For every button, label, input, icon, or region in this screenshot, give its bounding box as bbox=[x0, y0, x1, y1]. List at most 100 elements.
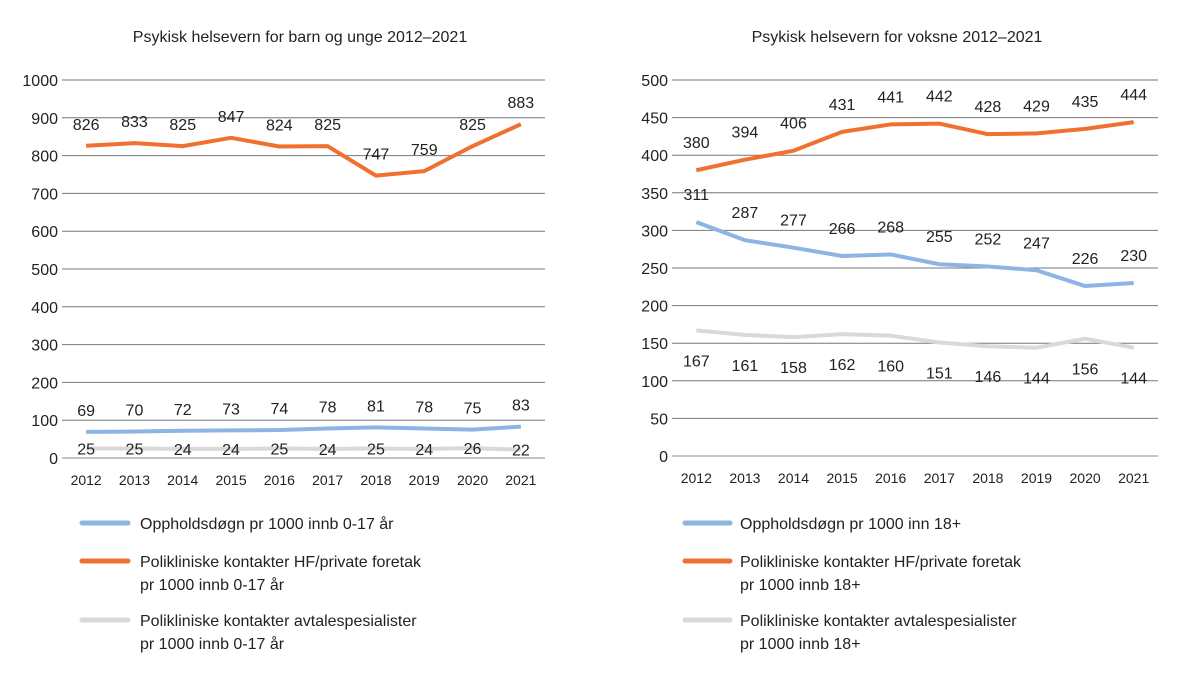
data-label: 75 bbox=[464, 401, 482, 418]
data-label: 25 bbox=[126, 442, 144, 459]
legend-label: Polikliniske kontakter avtalespesialiste… bbox=[740, 613, 1017, 630]
x-tick-label: 2017 bbox=[312, 472, 343, 488]
x-tick-label: 2015 bbox=[215, 472, 246, 488]
y-tick-label: 400 bbox=[31, 300, 58, 317]
data-label: 833 bbox=[121, 114, 148, 131]
data-label: 429 bbox=[1023, 98, 1050, 115]
data-label: 25 bbox=[367, 442, 385, 459]
data-label: 428 bbox=[975, 99, 1002, 116]
data-label: 158 bbox=[780, 360, 807, 377]
data-label: 435 bbox=[1072, 94, 1099, 111]
data-label: 26 bbox=[464, 441, 482, 458]
data-label: 431 bbox=[829, 97, 856, 114]
y-tick-label: 200 bbox=[31, 375, 58, 392]
y-tick-label: 100 bbox=[641, 374, 668, 391]
x-tick-label: 2015 bbox=[827, 470, 858, 486]
y-tick-label: 400 bbox=[641, 148, 668, 165]
y-tick-label: 600 bbox=[31, 224, 58, 241]
data-label: 759 bbox=[411, 142, 438, 159]
y-tick-label: 50 bbox=[650, 411, 668, 428]
y-tick-label: 0 bbox=[49, 451, 58, 468]
data-label: 162 bbox=[829, 357, 856, 374]
series-line bbox=[695, 120, 1134, 173]
data-label: 883 bbox=[507, 95, 534, 112]
legend-label: Oppholdsdøgn pr 1000 innb 0-17 år bbox=[140, 515, 394, 533]
data-label: 825 bbox=[314, 117, 341, 134]
x-tick-label: 2021 bbox=[1118, 470, 1149, 486]
data-label: 69 bbox=[77, 403, 95, 420]
x-tick-label: 2020 bbox=[1070, 470, 1101, 486]
data-label: 70 bbox=[126, 403, 144, 420]
data-label: 287 bbox=[732, 205, 759, 222]
series-line bbox=[695, 220, 1134, 289]
data-label: 22 bbox=[512, 443, 530, 460]
y-tick-label: 500 bbox=[641, 73, 668, 90]
legend-label: pr 1000 innb 18+ bbox=[740, 636, 861, 653]
x-tick-label: 2017 bbox=[924, 470, 955, 486]
data-label: 25 bbox=[77, 442, 95, 459]
data-label: 78 bbox=[415, 400, 433, 417]
data-label: 24 bbox=[222, 442, 240, 459]
data-label: 144 bbox=[1120, 371, 1147, 388]
x-tick-label: 2019 bbox=[1021, 470, 1052, 486]
chart-1: Psykisk helsevern for voksne 2012–2021 0 5… bbox=[641, 29, 1158, 653]
y-tick-label: 100 bbox=[31, 413, 58, 430]
chart-0: Psykisk helsevern for barn og unge 2012–… bbox=[22, 29, 545, 653]
x-tick-label: 2018 bbox=[360, 472, 391, 488]
data-label: 83 bbox=[512, 398, 530, 415]
x-tick-label: 2013 bbox=[119, 472, 150, 488]
legend-label: pr 1000 innb 18+ bbox=[740, 577, 861, 594]
data-label: 230 bbox=[1120, 248, 1147, 265]
y-tick-label: 900 bbox=[31, 111, 58, 128]
y-tick-label: 300 bbox=[641, 223, 668, 240]
y-tick-label: 350 bbox=[641, 186, 668, 203]
data-label: 380 bbox=[683, 135, 710, 152]
x-tick-label: 2021 bbox=[505, 472, 536, 488]
x-tick-label: 2012 bbox=[71, 472, 102, 488]
data-label: 268 bbox=[877, 219, 904, 236]
x-tick-label: 2016 bbox=[264, 472, 295, 488]
legend-label: Polikliniske kontakter HF/private foreta… bbox=[740, 554, 1022, 571]
data-label: 266 bbox=[829, 221, 856, 238]
x-tick-label: 2019 bbox=[409, 472, 440, 488]
data-label: 825 bbox=[169, 117, 196, 134]
legend-label: Polikliniske kontakter avtalespesialiste… bbox=[140, 613, 417, 630]
chart-title: Psykisk helsevern for voksne 2012–2021 bbox=[752, 29, 1043, 46]
data-label: 74 bbox=[270, 401, 288, 418]
y-tick-label: 450 bbox=[641, 111, 668, 128]
data-label: 226 bbox=[1072, 251, 1099, 268]
data-label: 78 bbox=[319, 400, 337, 417]
data-label: 252 bbox=[975, 231, 1002, 248]
data-label: 442 bbox=[926, 89, 953, 106]
data-label: 25 bbox=[270, 442, 288, 459]
y-tick-label: 800 bbox=[31, 149, 58, 166]
y-tick-label: 500 bbox=[31, 262, 58, 279]
legend-label: pr 1000 innb 0-17 år bbox=[140, 635, 285, 653]
data-label: 824 bbox=[266, 118, 293, 135]
legend-label: Oppholdsdøgn pr 1000 inn 18+ bbox=[740, 516, 961, 533]
data-label: 24 bbox=[319, 442, 337, 459]
data-label: 394 bbox=[732, 125, 759, 142]
x-tick-label: 2020 bbox=[457, 472, 488, 488]
data-label: 72 bbox=[174, 402, 192, 419]
data-label: 151 bbox=[926, 365, 953, 382]
data-label: 24 bbox=[415, 442, 433, 459]
data-label: 156 bbox=[1072, 362, 1099, 379]
data-label: 311 bbox=[684, 187, 710, 204]
legend-label: pr 1000 innb 0-17 år bbox=[140, 576, 285, 594]
series-line bbox=[86, 122, 522, 178]
data-label: 825 bbox=[459, 117, 486, 134]
data-label: 146 bbox=[975, 369, 1002, 386]
data-label: 144 bbox=[1023, 371, 1050, 388]
data-label: 747 bbox=[363, 147, 390, 164]
data-label: 167 bbox=[683, 353, 710, 370]
x-tick-label: 2018 bbox=[972, 470, 1003, 486]
data-label: 81 bbox=[367, 398, 385, 415]
x-tick-label: 2013 bbox=[729, 470, 760, 486]
data-label: 441 bbox=[877, 89, 904, 106]
chart-title: Psykisk helsevern for barn og unge 2012–… bbox=[133, 29, 468, 46]
x-tick-label: 2014 bbox=[778, 470, 809, 486]
x-tick-label: 2016 bbox=[875, 470, 906, 486]
data-label: 406 bbox=[780, 116, 807, 133]
data-label: 24 bbox=[174, 442, 192, 459]
